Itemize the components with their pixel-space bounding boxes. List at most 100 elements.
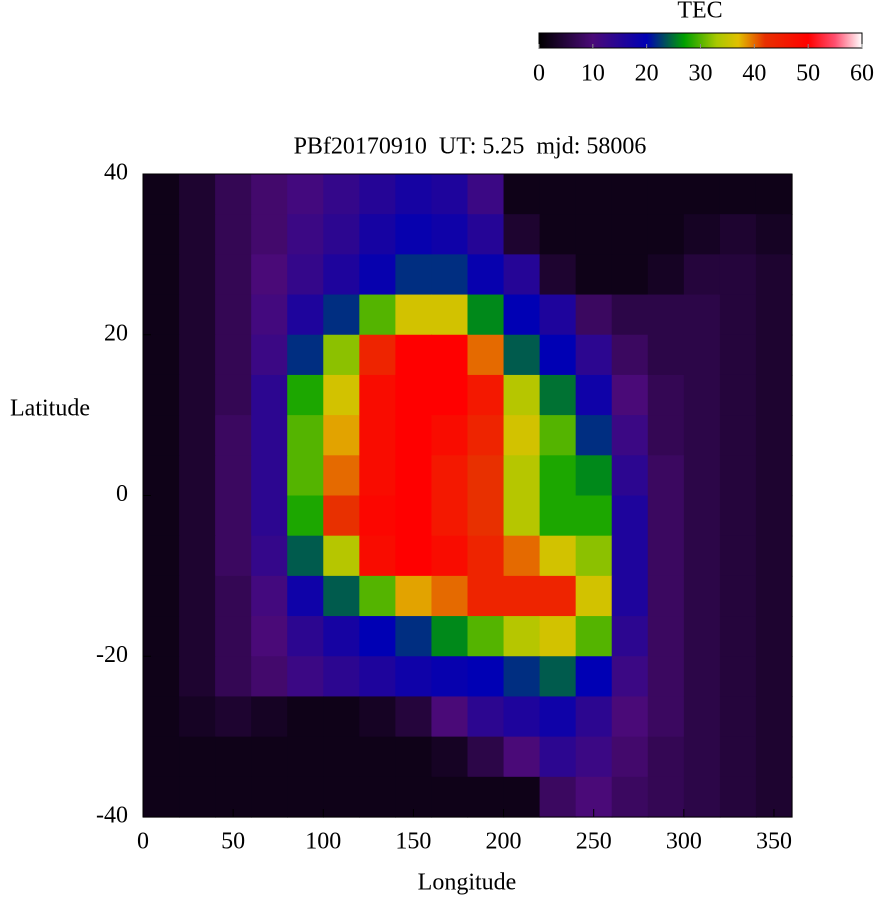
- heat-cell: [215, 415, 252, 456]
- heat-cell: [215, 254, 252, 296]
- heat-cell: [431, 736, 469, 778]
- heat-cell: [611, 736, 649, 778]
- heat-cell: [359, 415, 396, 456]
- heat-cell: [179, 736, 216, 778]
- heat-cell: [359, 254, 396, 296]
- heat-cell: [611, 415, 649, 456]
- colorbar-tick-label: 10: [581, 61, 605, 87]
- heat-cell: [611, 334, 649, 376]
- heat-cell: [143, 616, 180, 657]
- heat-cell: [647, 374, 685, 416]
- heat-cell: [647, 736, 685, 778]
- heat-cell: [431, 455, 469, 497]
- heat-cell: [395, 656, 433, 698]
- heat-cell: [143, 334, 180, 376]
- heat-cell: [539, 616, 577, 657]
- heat-cell: [143, 656, 180, 698]
- heat-cell: [395, 535, 433, 577]
- heat-cell: [611, 254, 649, 296]
- heat-cell: [467, 374, 505, 416]
- heat-cell: [143, 415, 180, 456]
- heat-cell: [467, 294, 505, 336]
- x-axis-label: Longitude: [418, 870, 517, 896]
- heat-cell: [431, 294, 469, 336]
- heat-cell: [359, 294, 396, 336]
- heat-cell: [251, 254, 288, 296]
- heat-cell: [251, 776, 288, 818]
- heat-cell: [251, 575, 288, 617]
- x-tick-label: 0: [137, 829, 149, 855]
- heat-cell: [251, 656, 288, 698]
- heat-cell: [323, 415, 360, 456]
- heat-cell: [215, 214, 252, 255]
- heat-cell: [575, 495, 613, 537]
- heat-cell: [575, 535, 613, 577]
- y-tick-label: 20: [104, 320, 128, 346]
- heat-cell: [143, 535, 180, 577]
- heat-cell: [683, 214, 721, 255]
- heat-cell: [467, 415, 505, 456]
- heat-cell: [467, 455, 505, 497]
- y-tick-label: 40: [104, 160, 128, 186]
- heat-cell: [287, 294, 324, 336]
- heat-cell: [179, 656, 216, 698]
- x-tick-label: 250: [576, 829, 612, 855]
- heat-cell: [359, 495, 396, 537]
- heat-cell: [359, 334, 396, 376]
- heat-cell: [755, 455, 793, 497]
- heat-cell: [539, 174, 577, 215]
- heat-cell: [323, 776, 360, 818]
- heat-cell: [575, 374, 613, 416]
- heat-cell: [287, 696, 324, 738]
- heat-cell: [179, 455, 216, 497]
- colorbar-label: TEC: [677, 0, 722, 24]
- heat-cell: [359, 374, 396, 416]
- heat-cell: [503, 616, 541, 657]
- heat-cell: [683, 334, 721, 376]
- heat-cell: [431, 535, 469, 577]
- heat-cell: [539, 776, 577, 818]
- heat-cell: [575, 656, 613, 698]
- heat-cell: [431, 374, 469, 416]
- heat-cell: [359, 696, 396, 738]
- heat-cell: [683, 254, 721, 296]
- heat-cell: [467, 575, 505, 617]
- heat-cell: [179, 334, 216, 376]
- colorbar-tick-label: 40: [742, 61, 766, 87]
- heat-cell: [611, 214, 649, 255]
- heat-cell: [395, 334, 433, 376]
- heat-cell: [683, 656, 721, 698]
- heat-cell: [539, 415, 577, 456]
- heat-cell: [359, 575, 396, 617]
- heat-cell: [323, 294, 360, 336]
- y-tick-label: 0: [116, 481, 128, 507]
- heat-cell: [611, 174, 649, 215]
- heat-cell: [647, 254, 685, 296]
- heat-cell: [179, 776, 216, 818]
- heat-cell: [215, 495, 252, 537]
- heat-cell: [143, 736, 180, 778]
- heat-cell: [719, 535, 757, 577]
- heat-cell: [215, 575, 252, 617]
- heat-cell: [755, 334, 793, 376]
- heat-cell: [755, 495, 793, 537]
- heat-cell: [683, 415, 721, 456]
- heat-cell: [647, 696, 685, 738]
- heat-cell: [143, 254, 180, 296]
- heat-cell: [359, 736, 396, 778]
- heat-cell: [215, 455, 252, 497]
- heat-cell: [683, 535, 721, 577]
- heat-cell: [359, 535, 396, 577]
- heat-cell: [251, 294, 288, 336]
- colorbar-tick-label: 0: [533, 61, 545, 87]
- heat-cell: [539, 374, 577, 416]
- heat-cell: [719, 254, 757, 296]
- heat-cell: [647, 214, 685, 255]
- heat-cell: [467, 495, 505, 537]
- heat-cell: [719, 736, 757, 778]
- heat-cell: [539, 294, 577, 336]
- heat-cell: [575, 415, 613, 456]
- heat-cell: [647, 616, 685, 657]
